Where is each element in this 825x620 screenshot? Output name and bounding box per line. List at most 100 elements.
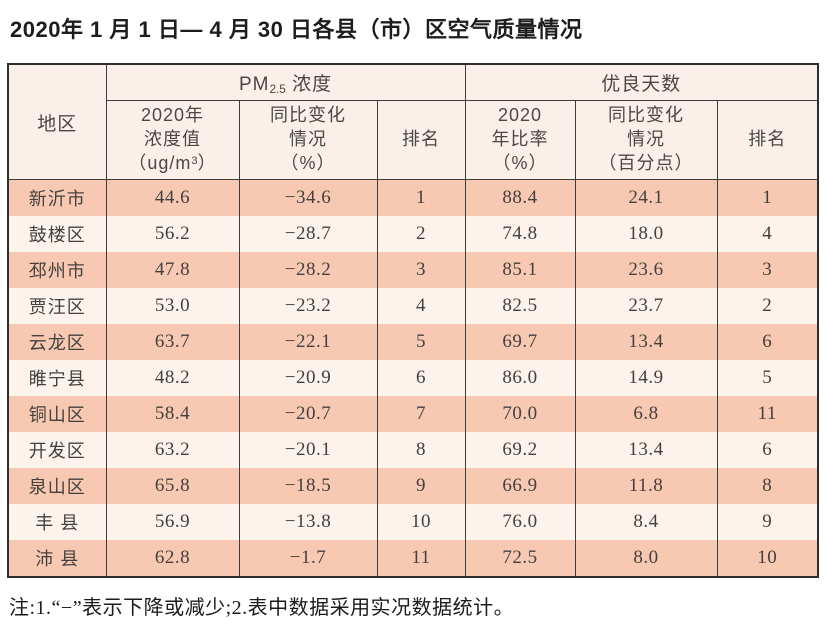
cell-good-change: 6.8 — [574, 396, 718, 432]
pm25-prefix: PM — [238, 74, 270, 95]
cell-good-ratio: 70.0 — [464, 396, 576, 432]
cell-pm-value: 63.7 — [105, 324, 240, 360]
cell-pm-change: −28.2 — [238, 252, 378, 288]
cell-region: 邳州市 — [7, 252, 107, 288]
table-row: 云龙区 63.7 −22.1 5 69.7 13.4 6 — [7, 324, 819, 360]
pm25-suffix: 浓度 — [285, 74, 333, 95]
cell-pm-change: −28.7 — [238, 216, 378, 252]
cell-pm-rank: 11 — [376, 540, 466, 577]
table-row: 新沂市 44.6 −34.6 1 88.4 24.1 1 — [7, 179, 819, 216]
cell-good-ratio: 72.5 — [464, 540, 576, 577]
footnote: 注:1.“−”表示下降或减少;2.表中数据采用实况数据统计。 — [9, 597, 515, 619]
cell-region: 贾汪区 — [7, 288, 107, 324]
table-row: 铜山区 58.4 −20.7 7 70.0 6.8 11 — [7, 396, 819, 432]
cell-pm-change: −20.1 — [238, 432, 378, 468]
cell-good-rank: 3 — [716, 252, 819, 288]
cell-good-change: 13.4 — [574, 432, 718, 468]
cell-pm-change: −18.5 — [238, 468, 378, 504]
cell-good-rank: 9 — [716, 504, 819, 540]
air-quality-table: 地区 PM2.5 浓度 优良天数 2020年 浓度值 （ug/m3） 同比变化 … — [7, 63, 820, 578]
cell-good-change: 8.0 — [574, 540, 718, 577]
column-header-good-ratio: 2020 年比率 （%） — [464, 100, 576, 180]
cell-good-ratio: 88.4 — [464, 179, 576, 216]
cell-good-change: 18.0 — [574, 216, 718, 252]
cell-good-rank: 6 — [716, 324, 819, 360]
cell-good-change: 14.9 — [574, 360, 718, 396]
column-header-region: 地区 — [7, 63, 107, 180]
cell-good-rank: 2 — [716, 288, 819, 324]
column-header-pm-change: 同比变化 情况 （%） — [238, 100, 378, 180]
table-row: 丰 县 56.9 −13.8 10 76.0 8.4 9 — [7, 504, 819, 540]
cell-region: 丰 县 — [7, 504, 107, 540]
cell-good-rank: 8 — [716, 468, 819, 504]
cell-region: 云龙区 — [7, 324, 107, 360]
cell-region: 沛 县 — [7, 540, 107, 577]
cell-good-rank: 1 — [716, 179, 819, 216]
cell-pm-change: −13.8 — [238, 504, 378, 540]
cell-good-rank: 6 — [716, 432, 819, 468]
table-row: 睢宁县 48.2 −20.9 6 86.0 14.9 5 — [7, 360, 819, 396]
cell-pm-rank: 2 — [376, 216, 466, 252]
cell-good-change: 24.1 — [574, 179, 718, 216]
cell-pm-value: 48.2 — [105, 360, 240, 396]
cell-good-ratio: 66.9 — [464, 468, 576, 504]
table-row: 鼓楼区 56.2 −28.7 2 74.8 18.0 4 — [7, 216, 819, 252]
column-header-good-change: 同比变化 情况 （百分点） — [574, 100, 718, 180]
table-row: 沛 县 62.8 −1.7 11 72.5 8.0 10 — [7, 540, 819, 577]
cell-good-rank: 11 — [716, 396, 819, 432]
cell-pm-change: −1.7 — [238, 540, 378, 577]
cubed-superscript: 3 — [191, 154, 198, 167]
cell-region: 鼓楼区 — [7, 216, 107, 252]
cell-pm-rank: 7 — [376, 396, 466, 432]
column-header-pm-rank: 排名 — [376, 100, 466, 180]
cell-good-change: 8.4 — [574, 504, 718, 540]
cell-good-ratio: 82.5 — [464, 288, 576, 324]
cell-pm-value: 63.2 — [105, 432, 240, 468]
cell-pm-change: −22.1 — [238, 324, 378, 360]
column-group-good-days: 优良天数 — [464, 63, 819, 101]
table-row: 邳州市 47.8 −28.2 3 85.1 23.6 3 — [7, 252, 819, 288]
table-header-group-row: 地区 PM2.5 浓度 优良天数 — [7, 63, 819, 180]
column-group-pm25: PM2.5 浓度 — [105, 63, 466, 101]
table-header-sub-row: 2020年 浓度值 （ug/m3） 同比变化 情况 （%） 排名 2020 年比… — [8, 100, 819, 180]
cell-pm-change: −23.2 — [238, 288, 378, 324]
cell-region: 泉山区 — [7, 468, 107, 504]
cell-region: 新沂市 — [7, 179, 107, 216]
cell-pm-value: 53.0 — [105, 288, 240, 324]
cell-good-rank: 5 — [716, 360, 819, 396]
cell-good-ratio: 69.7 — [464, 324, 576, 360]
cell-region: 铜山区 — [7, 396, 107, 432]
cell-pm-rank: 3 — [376, 252, 466, 288]
cell-good-ratio: 85.1 — [464, 252, 576, 288]
table-row: 泉山区 65.8 −18.5 9 66.9 11.8 8 — [7, 468, 819, 504]
cell-pm-rank: 4 — [376, 288, 466, 324]
cell-good-change: 13.4 — [574, 324, 718, 360]
cell-region: 开发区 — [7, 432, 107, 468]
pm25-subscript: 2.5 — [269, 82, 286, 96]
cell-good-rank: 4 — [716, 216, 819, 252]
column-header-pm-value: 2020年 浓度值 （ug/m3） — [105, 100, 240, 180]
column-header-good-rank: 排名 — [716, 100, 819, 180]
cell-good-rank: 10 — [716, 540, 819, 577]
cell-pm-value: 62.8 — [105, 540, 240, 577]
table-row: 开发区 63.2 −20.1 8 69.2 13.4 6 — [7, 432, 819, 468]
cell-pm-value: 58.4 — [105, 396, 240, 432]
cell-pm-rank: 6 — [376, 360, 466, 396]
cell-pm-value: 56.2 — [105, 216, 240, 252]
cell-good-ratio: 76.0 — [464, 504, 576, 540]
page-title: 2020年 1 月 1 日— 4 月 30 日各县（市）区空气质量情况 — [10, 17, 583, 42]
cell-pm-change: −20.7 — [238, 396, 378, 432]
cell-pm-value: 44.6 — [105, 179, 240, 216]
cell-pm-change: −20.9 — [238, 360, 378, 396]
cell-pm-rank: 1 — [376, 179, 466, 216]
cell-pm-value: 65.8 — [105, 468, 240, 504]
table-row: 贾汪区 53.0 −23.2 4 82.5 23.7 2 — [7, 288, 819, 324]
cell-pm-rank: 5 — [376, 324, 466, 360]
cell-pm-value: 47.8 — [105, 252, 240, 288]
cell-good-ratio: 69.2 — [464, 432, 576, 468]
cell-good-ratio: 74.8 — [464, 216, 576, 252]
cell-pm-rank: 10 — [376, 504, 466, 540]
cell-region: 睢宁县 — [7, 360, 107, 396]
cell-pm-change: −34.6 — [238, 179, 378, 216]
